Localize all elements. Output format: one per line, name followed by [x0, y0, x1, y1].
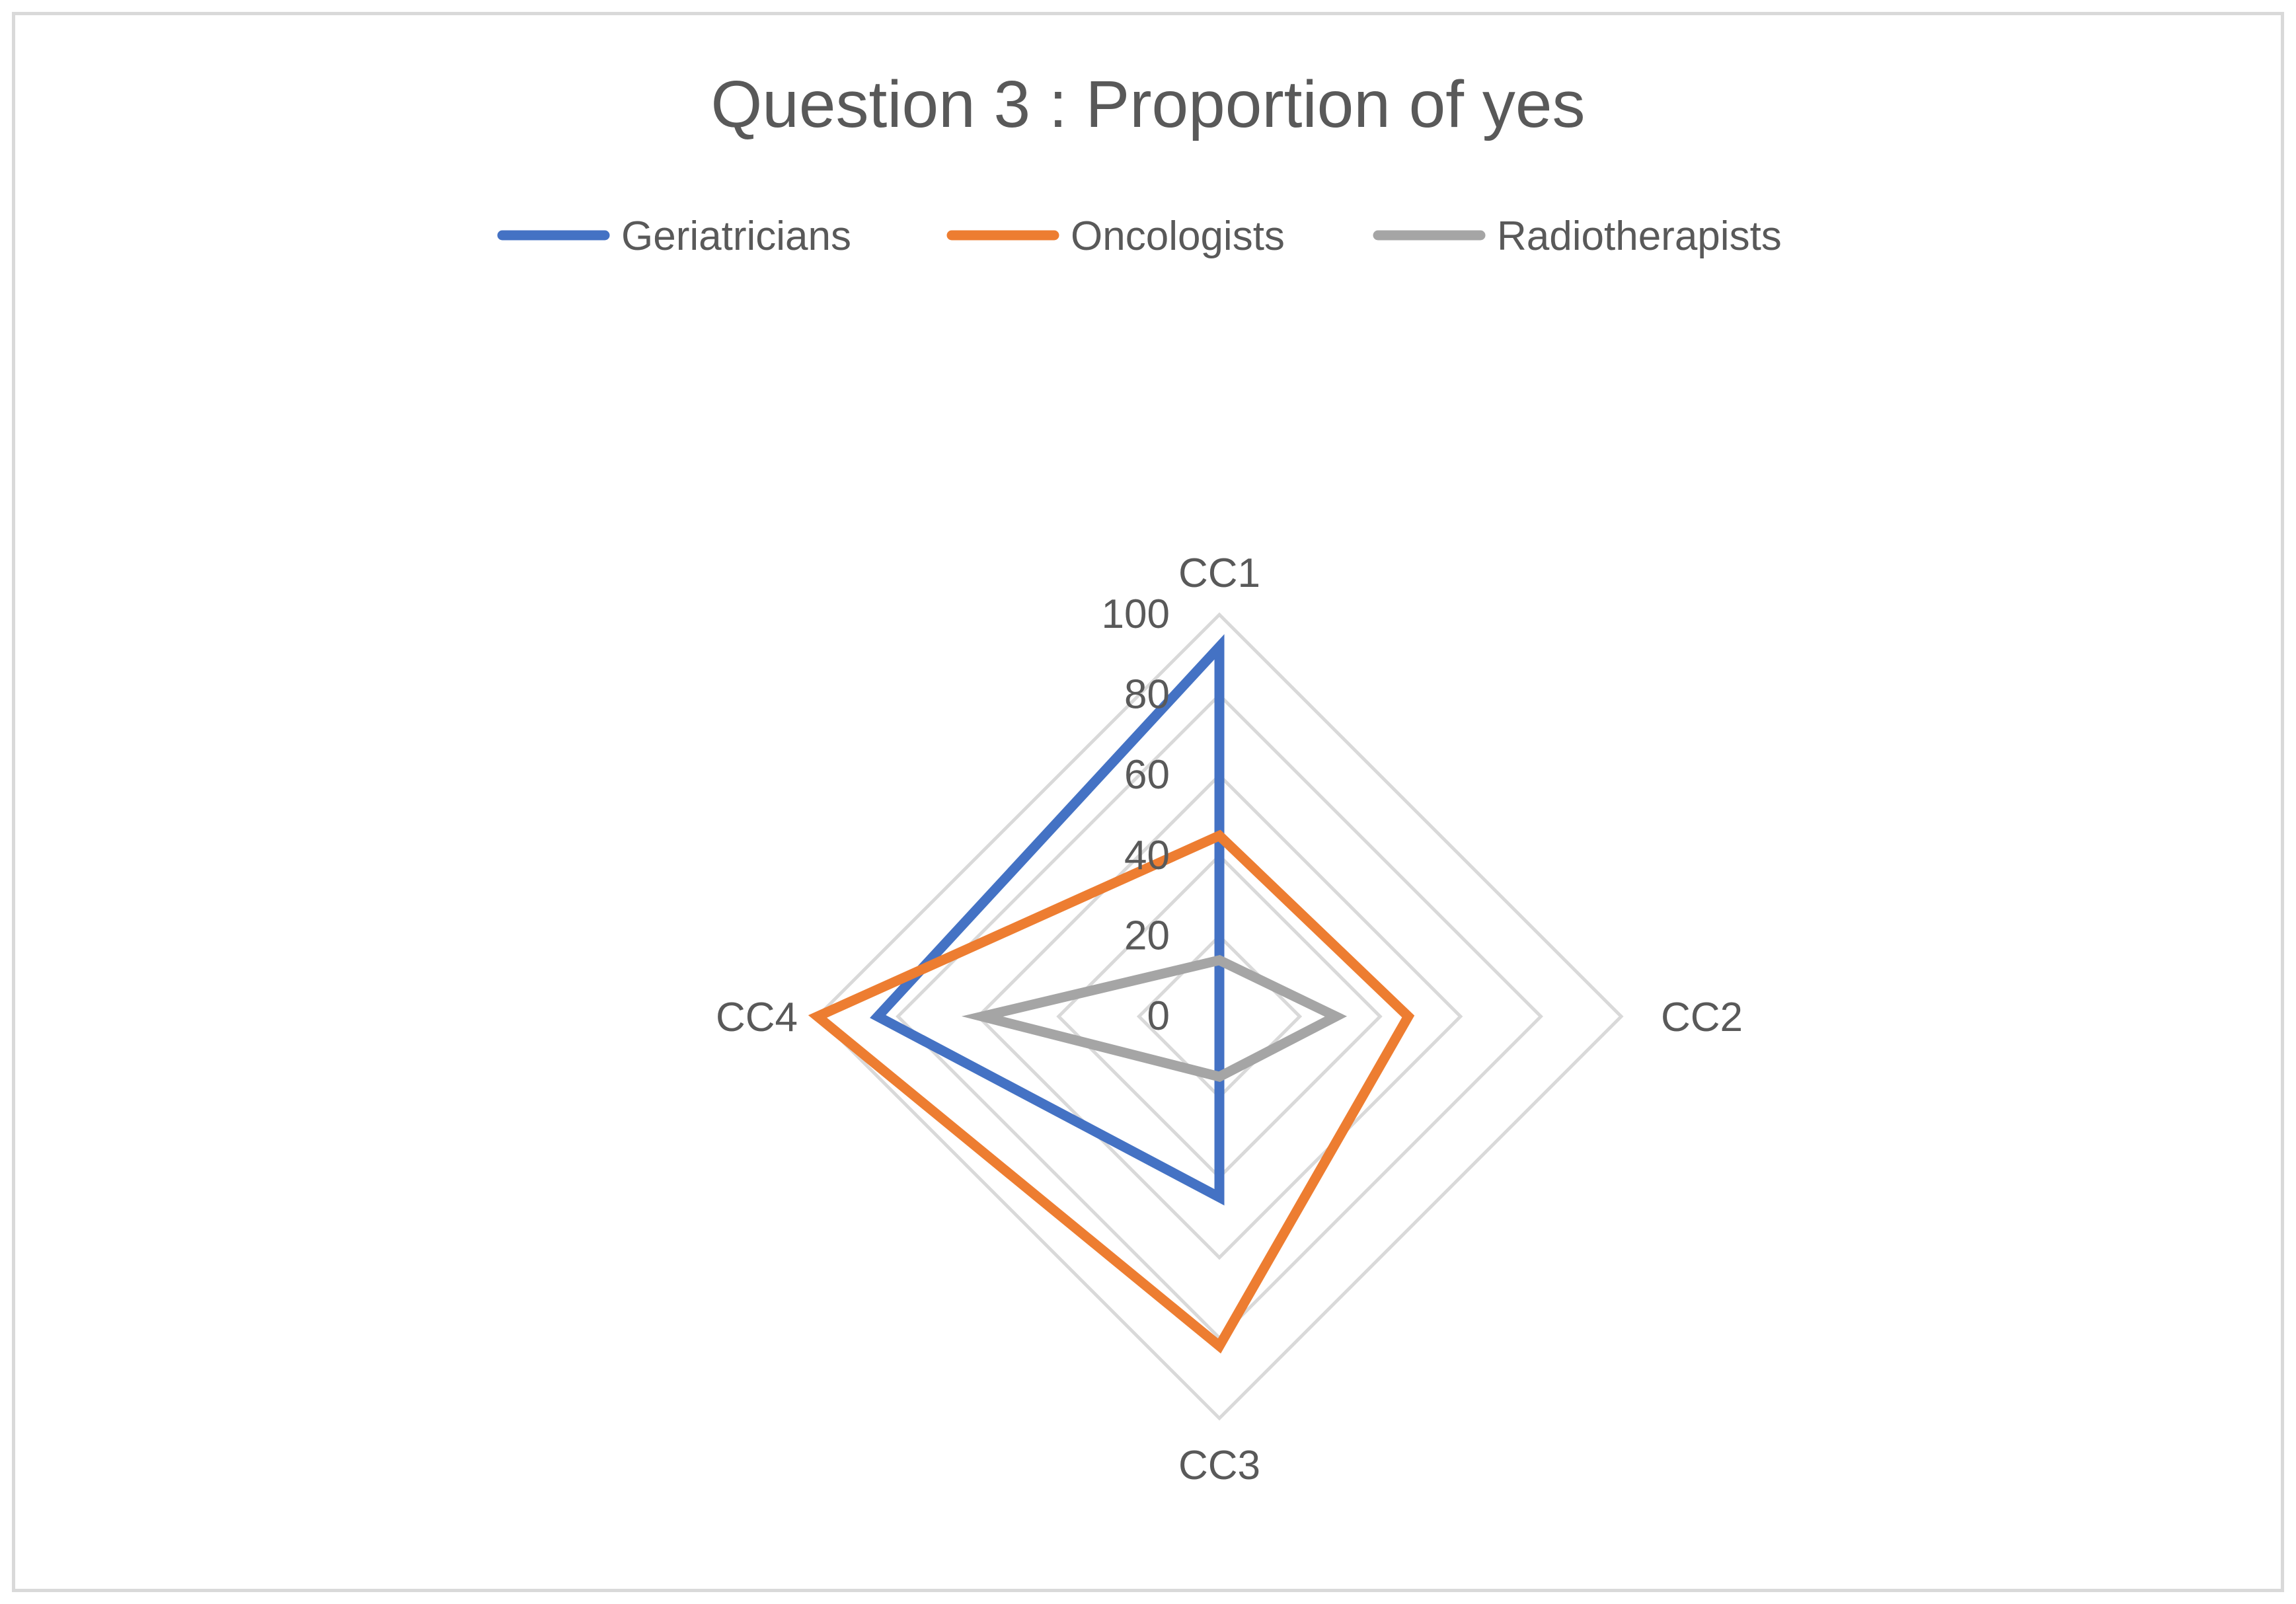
axis-label-cc3: CC3 [1178, 1443, 1260, 1488]
legend-label-oncologists: Oncologists [1071, 213, 1285, 259]
grid-ring-60 [976, 773, 1463, 1260]
tick-label: 80 [1124, 672, 1170, 718]
chart-title: Question 3 : Proportion of yes [711, 67, 1586, 141]
series-line-geriatricians [870, 634, 1225, 1206]
axis-labels: CC1 CC2 CC3 CC4 [716, 551, 1743, 1488]
series-line-oncologists [808, 829, 1415, 1354]
tick-label: 40 [1124, 833, 1170, 878]
series-lines [808, 634, 1415, 1354]
chart-frame [12, 12, 2284, 1592]
axis-label-cc2: CC2 [1661, 995, 1743, 1040]
axis-label-cc1: CC1 [1178, 551, 1260, 596]
grid-ring-100 [815, 612, 1624, 1421]
legend: Geriatricians Oncologists Radiotherapists [497, 213, 1782, 259]
tick-label: 20 [1124, 913, 1170, 958]
legend-label-radiotherapists: Radiotherapists [1497, 213, 1782, 259]
series-line-radiotherapists [961, 954, 1348, 1083]
tick-labels: 0 20 40 60 80 100 [1102, 592, 1170, 1039]
tick-label: 60 [1124, 752, 1170, 798]
tick-label: 0 [1147, 993, 1170, 1039]
axis-label-cc4: CC4 [716, 995, 798, 1040]
tick-label: 100 [1102, 592, 1170, 637]
legend-label-geriatricians: Geriatricians [621, 213, 851, 259]
